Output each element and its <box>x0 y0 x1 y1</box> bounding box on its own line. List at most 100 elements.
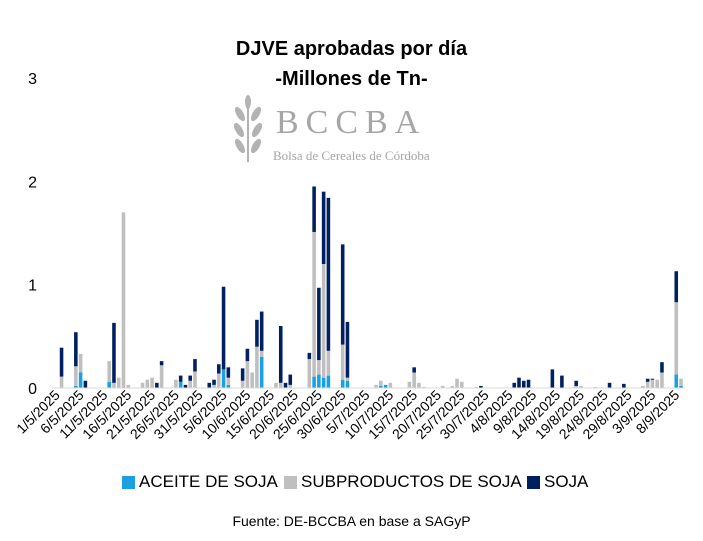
bar-segment-soja <box>255 319 259 347</box>
bar-segment-soja <box>660 362 664 373</box>
bar-segment-subproductos <box>679 378 683 386</box>
bar-segment-aceite <box>312 376 316 388</box>
bar-segment-soja <box>83 380 88 388</box>
bar-segment-aceite <box>379 385 383 388</box>
bar-segment-subproductos <box>188 380 192 388</box>
bar-segment-soja <box>560 375 564 388</box>
bar-segment-soja <box>645 378 650 382</box>
bar-segment-subproductos <box>107 361 111 382</box>
bar-segment-subproductos <box>645 381 650 388</box>
legend-label-aceite: ACEITE DE SOJA <box>139 472 278 491</box>
bar-segment-aceite <box>317 374 321 388</box>
x-tick-layer: 1/5/20256/5/202511/5/202516/5/202521/5/2… <box>13 387 682 443</box>
bar-segment-subproductos <box>317 360 321 375</box>
bar-layer <box>59 186 683 388</box>
bar-segment-soja <box>345 321 350 378</box>
bar-segment-subproductos <box>421 386 426 388</box>
bar-segment-soja <box>517 377 521 388</box>
bar-segment-subproductos <box>274 382 278 388</box>
y-tick-label: 3 <box>28 71 37 88</box>
bar-segment-soja <box>245 348 250 362</box>
bar-segment-subproductos <box>326 350 331 376</box>
bar-segment-soja <box>217 364 221 374</box>
bar-segment-subproductos <box>174 379 178 388</box>
bar-segment-soja <box>283 382 288 388</box>
bar-segment-subproductos <box>121 212 126 388</box>
bar-segment-soja <box>159 361 164 366</box>
bar-segment-soja <box>207 382 212 388</box>
chart-title: DJVE aprobadas por día <box>235 38 468 60</box>
bar-segment-soja <box>607 382 612 388</box>
bar-segment-soja <box>112 322 116 383</box>
bar-segment-soja <box>574 380 578 386</box>
bar-segment-subproductos <box>212 384 216 388</box>
wheat-logo-icon <box>233 95 263 162</box>
bar-segment-subproductos <box>278 382 283 388</box>
bar-segment-soja <box>512 382 517 388</box>
bar-segment-soja <box>321 191 326 264</box>
bar-segment-soja <box>317 287 321 361</box>
bar-segment-soja <box>622 383 626 388</box>
bar-segment-soja <box>226 367 231 378</box>
y-tick-layer: 0 1 2 3 <box>28 71 37 398</box>
bar-segment-soja <box>278 326 283 383</box>
bar-segment-soja <box>288 374 293 385</box>
bar-segment-aceite <box>74 385 78 388</box>
bar-segment-soja <box>259 311 264 351</box>
bar-segment-aceite <box>78 372 83 388</box>
bar-segment-soja <box>193 359 197 372</box>
bar-segment-soja <box>221 286 226 370</box>
bar-segment-subproductos <box>150 377 154 388</box>
legend-swatch-soja <box>527 475 540 489</box>
bar-segment-aceite <box>178 381 183 388</box>
bar-segment-subproductos <box>312 231 316 377</box>
bar-segment-soja <box>312 186 316 232</box>
bar-segment-soja <box>240 368 245 381</box>
legend: ACEITE DE SOJA SUBPRODUCTOS DE SOJA SOJA <box>0 472 703 494</box>
bar-segment-aceite <box>345 380 350 388</box>
bar-segment-subproductos <box>450 385 455 388</box>
bar-segment-soja <box>183 384 188 388</box>
bar-segment-aceite <box>259 357 264 388</box>
bar-segment-subproductos <box>59 376 64 388</box>
bar-segment-subproductos <box>655 379 659 388</box>
bar-segment-subproductos <box>288 384 293 388</box>
y-tick-label: 2 <box>28 174 37 191</box>
bar-segment-subproductos <box>574 385 578 388</box>
bar-segment-subproductos <box>245 361 250 388</box>
bar-segment-subproductos <box>78 353 83 373</box>
bar-segment-aceite <box>321 377 326 388</box>
bar-segment-subproductos <box>126 384 131 388</box>
bar-segment-subproductos <box>321 264 326 378</box>
bar-segment-aceite <box>383 384 388 388</box>
bar-segment-soja <box>59 347 64 377</box>
bar-segment-soja <box>178 375 183 382</box>
bar-segment-subproductos <box>140 382 145 388</box>
bar-segment-soja <box>326 197 331 351</box>
bar-segment-aceite <box>107 381 111 388</box>
bar-segment-subproductos <box>74 366 78 386</box>
logo-subtitle: Bolsa de Cereales de Córdoba <box>273 148 430 163</box>
bar-segment-subproductos <box>417 382 421 388</box>
legend-item-aceite: ACEITE DE SOJA <box>122 472 278 492</box>
bar-segment-subproductos <box>255 346 259 388</box>
bar-segment-soja <box>155 382 159 388</box>
bar-segment-subproductos <box>250 372 254 388</box>
bar-segment-aceite <box>326 375 331 388</box>
bar-segment-soja <box>212 379 216 385</box>
bar-segment-subproductos <box>407 381 412 388</box>
legend-label-soja: SOJA <box>544 472 589 491</box>
bar-segment-soja <box>188 375 192 381</box>
bar-segment-subproductos <box>145 379 150 388</box>
bar-segment-subproductos <box>259 350 264 357</box>
bar-segment-soja <box>412 367 416 373</box>
bar-segment-aceite <box>679 385 683 388</box>
bar-segment-subproductos <box>340 344 345 380</box>
logo-name: BCCBA <box>276 104 427 141</box>
bar-segment-subproductos <box>112 382 116 388</box>
bar-segment-aceite <box>226 384 231 388</box>
bar-segment-subproductos <box>193 371 197 388</box>
bar-segment-subproductos <box>412 372 416 388</box>
